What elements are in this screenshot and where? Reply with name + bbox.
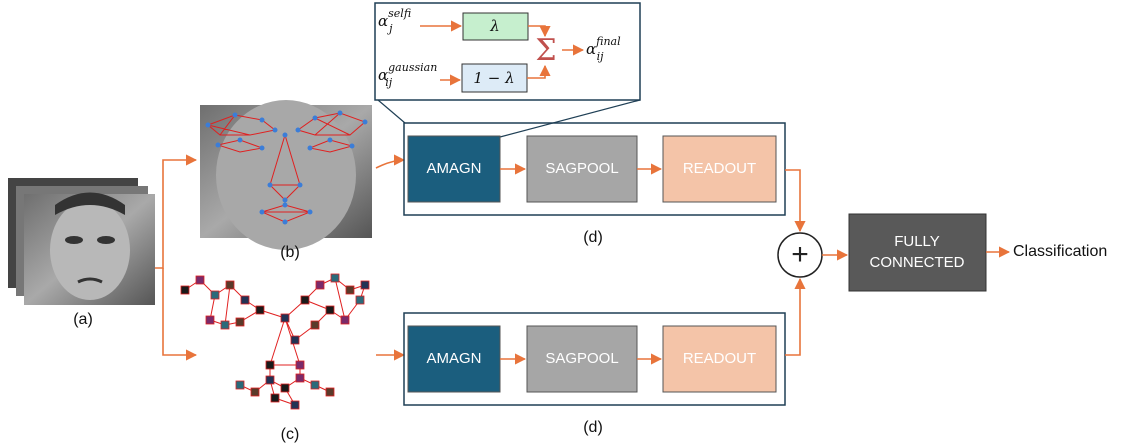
output-label: Classification xyxy=(1013,243,1107,260)
node xyxy=(251,388,259,396)
node xyxy=(271,394,279,402)
node xyxy=(206,316,214,324)
arrow xyxy=(785,279,800,355)
edge xyxy=(270,318,285,365)
node xyxy=(316,281,324,289)
node xyxy=(241,296,249,304)
sum: Σ xyxy=(535,33,556,68)
node xyxy=(291,336,299,344)
arrow xyxy=(155,160,196,268)
node xyxy=(221,321,229,329)
node-graph xyxy=(181,274,369,409)
node xyxy=(266,361,274,369)
node xyxy=(236,381,244,389)
block-label: SAGPOOL xyxy=(545,350,618,367)
landmark-face xyxy=(200,100,372,250)
caption: (b) xyxy=(280,244,300,261)
node xyxy=(356,296,364,304)
node xyxy=(296,361,304,369)
arrow xyxy=(785,170,800,231)
block-label: AMAGN xyxy=(426,350,481,367)
fc-label: FULLY xyxy=(894,233,940,250)
node xyxy=(266,376,274,384)
diagram: (a) (b) (c) αselfij αgaussian xyxy=(0,0,1146,447)
node xyxy=(196,276,204,284)
plus: + xyxy=(791,238,809,271)
node xyxy=(326,388,334,396)
caption: (d) xyxy=(583,419,603,436)
node xyxy=(281,384,289,392)
block-label: AMAGN xyxy=(426,160,481,177)
node xyxy=(256,306,264,314)
node xyxy=(226,281,234,289)
pipelines: AMAGN SAGPOOL READOUT (d) AMAGN SAGPOOL READOU… xyxy=(404,123,785,436)
fc-block xyxy=(849,214,986,291)
node xyxy=(301,296,309,304)
node xyxy=(326,306,334,314)
node xyxy=(311,381,319,389)
arrow xyxy=(163,268,196,355)
fc-label: CONNECTED xyxy=(869,254,964,271)
edge xyxy=(225,285,230,325)
node xyxy=(281,314,289,322)
weight: λ xyxy=(489,17,500,35)
caption: (a) xyxy=(73,311,93,328)
block-label: READOUT xyxy=(683,160,756,177)
caption: (d) xyxy=(583,229,603,246)
node xyxy=(236,318,244,326)
node xyxy=(361,281,369,289)
face-stack xyxy=(8,178,155,305)
weight: 1 − λ xyxy=(473,69,514,87)
node xyxy=(341,316,349,324)
node xyxy=(211,291,219,299)
node xyxy=(181,286,189,294)
node xyxy=(291,401,299,409)
caption: (c) xyxy=(281,426,300,443)
node xyxy=(296,374,304,382)
node xyxy=(331,274,339,282)
block-label: READOUT xyxy=(683,350,756,367)
arrow xyxy=(376,160,404,168)
node xyxy=(346,286,354,294)
block-label: SAGPOOL xyxy=(545,160,618,177)
node xyxy=(311,321,319,329)
